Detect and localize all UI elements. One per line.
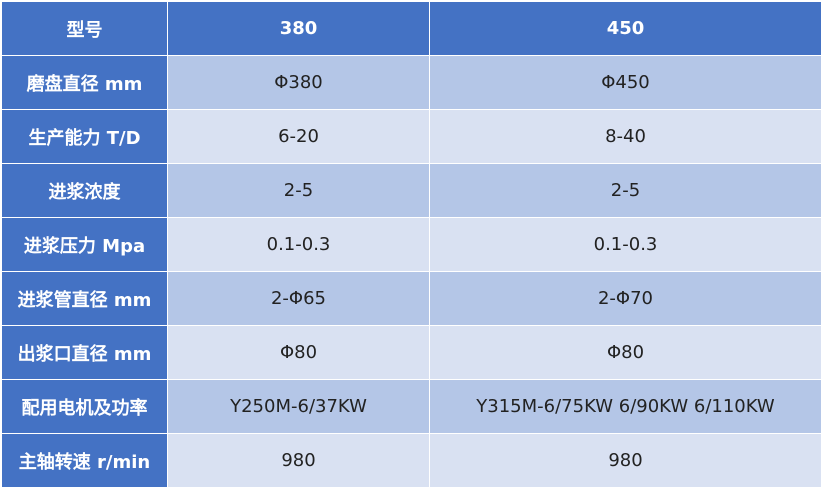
data-cell: 8-40 bbox=[429, 109, 822, 164]
data-cell: Φ450 bbox=[429, 55, 822, 110]
data-cell: 2-5 bbox=[167, 163, 430, 218]
data-cell: 980 bbox=[429, 433, 822, 488]
row-label: 磨盘直径 mm bbox=[1, 55, 168, 110]
row-label: 进浆压力 Mpa bbox=[1, 217, 168, 272]
table-row: 进浆管直径 mm 2-Φ65 2-Φ70 bbox=[1, 271, 822, 326]
row-label: 主轴转速 r/min bbox=[1, 433, 168, 488]
header-cell: 型号 bbox=[1, 1, 168, 56]
header-cell: 450 bbox=[429, 1, 822, 56]
data-cell: 2-Φ70 bbox=[429, 271, 822, 326]
table-row: 生产能力 T/D 6-20 8-40 bbox=[1, 109, 822, 164]
table-row: 磨盘直径 mm Φ380 Φ450 bbox=[1, 55, 822, 110]
row-label: 配用电机及功率 bbox=[1, 379, 168, 434]
data-cell: Y315M-6/75KW 6/90KW 6/110KW bbox=[429, 379, 822, 434]
row-label: 出浆口直径 mm bbox=[1, 325, 168, 380]
table-row: 主轴转速 r/min 980 980 bbox=[1, 433, 822, 488]
data-cell: 0.1-0.3 bbox=[429, 217, 822, 272]
table-row: 进浆浓度 2-5 2-5 bbox=[1, 163, 822, 218]
data-cell: 980 bbox=[167, 433, 430, 488]
table-row: 配用电机及功率 Y250M-6/37KW Y315M-6/75KW 6/90KW 6… bbox=[1, 379, 822, 434]
row-label: 进浆浓度 bbox=[1, 163, 168, 218]
data-cell: 0.1-0.3 bbox=[167, 217, 430, 272]
data-cell: Φ80 bbox=[429, 325, 822, 380]
header-row: 型号 380 450 bbox=[1, 1, 822, 56]
data-cell: 6-20 bbox=[167, 109, 430, 164]
header-cell: 380 bbox=[167, 1, 430, 56]
table-row: 出浆口直径 mm Φ80 Φ80 bbox=[1, 325, 822, 380]
row-label: 生产能力 T/D bbox=[1, 109, 168, 164]
data-cell: Φ380 bbox=[167, 55, 430, 110]
data-cell: Φ80 bbox=[167, 325, 430, 380]
data-cell: 2-5 bbox=[429, 163, 822, 218]
data-cell: 2-Φ65 bbox=[167, 271, 430, 326]
table-row: 进浆压力 Mpa 0.1-0.3 0.1-0.3 bbox=[1, 217, 822, 272]
row-label: 进浆管直径 mm bbox=[1, 271, 168, 326]
data-cell: Y250M-6/37KW bbox=[167, 379, 430, 434]
